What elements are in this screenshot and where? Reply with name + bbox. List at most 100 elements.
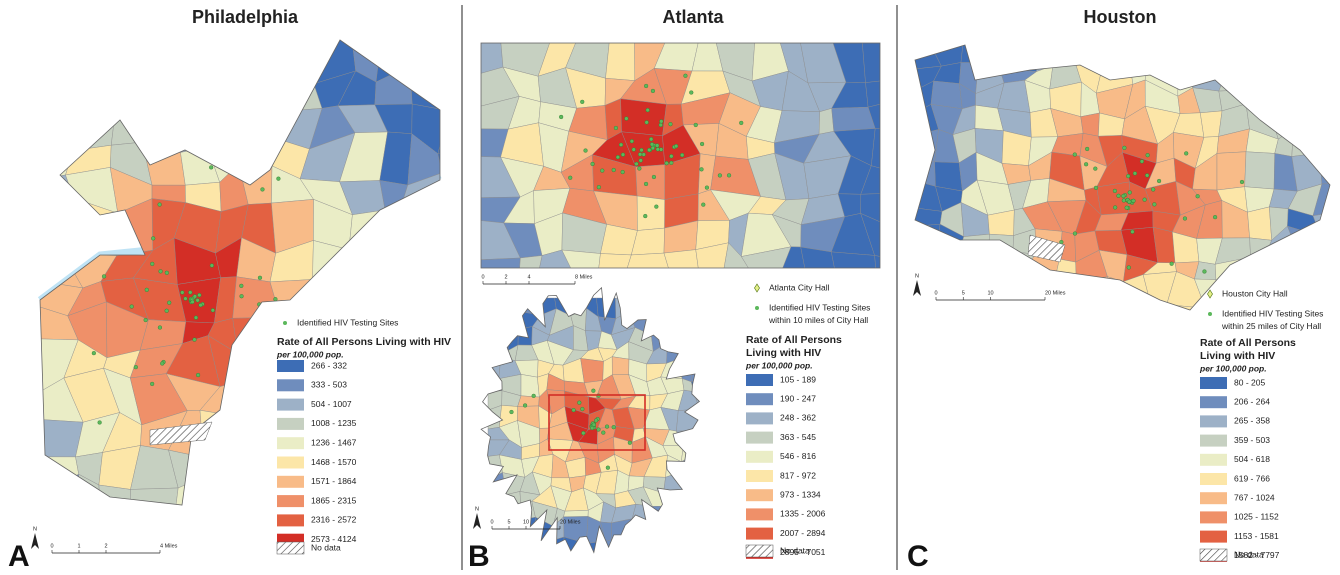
scale-label: 2 — [104, 543, 107, 549]
district — [481, 282, 519, 313]
testing-site — [659, 123, 663, 127]
district — [1262, 253, 1298, 280]
testing-site — [651, 89, 655, 93]
scale-label: 0 — [50, 543, 53, 549]
legend-swatch — [277, 457, 304, 469]
testing-site — [165, 309, 169, 313]
testing-site — [210, 264, 214, 268]
testing-site — [649, 137, 653, 141]
testing-site — [130, 305, 134, 309]
district — [515, 538, 538, 555]
testing-site — [158, 203, 162, 207]
district — [488, 298, 501, 315]
testing-site — [705, 186, 709, 190]
district — [488, 550, 509, 570]
scale-label: 4 — [527, 274, 530, 280]
district — [1219, 71, 1244, 91]
district — [517, 298, 541, 315]
legend-label: 248 - 362 — [780, 413, 816, 423]
testing-site — [188, 291, 192, 295]
district — [694, 312, 712, 335]
testing-site — [621, 170, 625, 174]
testing-site — [165, 271, 169, 275]
testing-site — [197, 293, 201, 297]
testing-site — [669, 161, 673, 165]
district — [438, 135, 482, 185]
city-hall-label: Houston City Hall — [1222, 288, 1288, 298]
district — [1076, 277, 1107, 307]
legend-title: Rate of All Persons Living with HIV — [277, 336, 451, 348]
district — [1119, 296, 1149, 332]
scale-label: 5 — [962, 290, 965, 296]
testing-site — [659, 119, 663, 123]
testing-site — [718, 174, 722, 178]
city-hall-label: Atlanta City Hall — [769, 282, 830, 292]
testing-site — [621, 153, 625, 157]
legend-swatch — [277, 514, 304, 526]
testing-site — [159, 269, 163, 273]
district — [676, 409, 699, 431]
testing-site — [680, 153, 684, 157]
district — [683, 522, 701, 541]
district — [677, 345, 695, 363]
district — [1244, 40, 1278, 71]
testing-site — [151, 236, 155, 240]
district — [1146, 321, 1181, 352]
district — [632, 556, 643, 570]
testing-site — [646, 108, 650, 112]
district — [274, 77, 322, 111]
legend-label: 2316 - 2572 — [311, 515, 357, 525]
legend-swatch — [277, 495, 304, 507]
testing-site — [656, 147, 660, 151]
testing-site — [597, 428, 601, 432]
testing-site — [261, 188, 265, 192]
testing-site — [580, 100, 584, 104]
district — [1121, 322, 1149, 352]
scale-label: 8 Miles — [575, 274, 593, 280]
district — [97, 521, 131, 550]
testing-site — [684, 74, 688, 78]
district — [632, 536, 651, 557]
scale-label: 5 — [507, 519, 510, 525]
scale-label: 20 Miles — [560, 519, 581, 525]
testing-site — [150, 382, 154, 386]
district — [564, 550, 588, 570]
district — [1000, 40, 1037, 71]
district — [1271, 82, 1296, 115]
district — [113, 40, 137, 79]
testing-site — [1121, 194, 1125, 198]
district — [337, 284, 376, 302]
district — [698, 405, 712, 431]
district — [407, 507, 450, 550]
district — [403, 440, 458, 476]
district — [1310, 116, 1338, 135]
legend-label: No data — [311, 542, 341, 552]
sites-label: Identified HIV Testing Sites — [297, 317, 398, 327]
district — [438, 102, 482, 154]
testing-site — [180, 291, 184, 295]
testing-site — [1073, 153, 1077, 157]
testing-site — [92, 351, 96, 355]
district — [683, 537, 701, 550]
testing-site — [158, 326, 162, 330]
district — [959, 321, 979, 352]
district — [111, 97, 142, 145]
district — [535, 538, 554, 557]
north-arrow — [473, 513, 481, 529]
district — [488, 313, 507, 328]
district — [1053, 40, 1085, 66]
testing-site — [1126, 174, 1130, 178]
district — [1322, 303, 1340, 321]
district — [499, 519, 525, 542]
district — [410, 66, 449, 111]
district — [131, 78, 176, 109]
testing-site — [694, 123, 698, 127]
district — [1008, 252, 1036, 287]
legend-label: 1571 - 1864 — [311, 476, 357, 486]
district — [628, 298, 647, 312]
district — [910, 252, 941, 284]
district — [694, 533, 712, 554]
testing-site — [193, 338, 197, 342]
district — [175, 65, 217, 118]
district — [499, 510, 525, 521]
